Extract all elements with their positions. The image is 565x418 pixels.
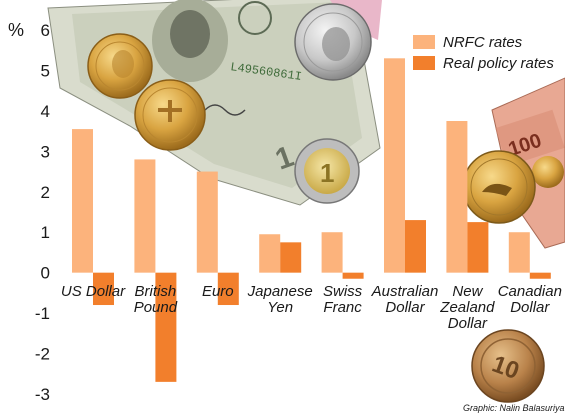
legend-swatch-real-policy <box>413 56 435 70</box>
category-label: Yen <box>267 299 293 316</box>
bar-real-policy <box>529 272 551 279</box>
category-label: British <box>135 283 177 300</box>
bar-nrfc <box>384 58 405 273</box>
category-label: Swiss <box>323 283 363 300</box>
category-label: Zealand <box>439 299 495 316</box>
bar-nrfc <box>196 171 218 273</box>
y-tick-label: -3 <box>35 385 50 404</box>
legend: NRFC rates Real policy rates <box>413 34 554 72</box>
legend-swatch-nrfc <box>413 35 435 49</box>
category-label: Dollar <box>510 299 550 316</box>
bar-nrfc <box>446 121 468 273</box>
y-tick-label: 3 <box>41 142 50 161</box>
bar-nrfc <box>72 129 93 273</box>
japanese-yen-coin-icon: 10 <box>471 329 545 403</box>
bar-real-policy <box>155 272 177 382</box>
british-pound-coin-icon <box>294 3 372 81</box>
bar-nrfc <box>259 234 281 273</box>
y-tick-label: -1 <box>35 304 50 323</box>
euro-coin-icon: 1 <box>294 138 360 204</box>
graphic-credit: Graphic: Nalin Balasuriya <box>463 403 565 413</box>
y-unit-label: % <box>8 20 24 40</box>
category-label: Franc <box>323 299 362 316</box>
bar-nrfc <box>508 232 530 273</box>
y-tick-label: -2 <box>35 345 50 364</box>
category-label: Japanese <box>247 283 313 300</box>
bar-real-policy <box>93 272 114 306</box>
category-label: Australian <box>371 283 439 300</box>
gold-coins-icon <box>87 33 206 151</box>
y-tick-label: 0 <box>41 264 50 283</box>
category-label: Canadian <box>498 283 562 300</box>
category-label: US Dollar <box>61 283 126 300</box>
canadian-dollar-coin-icon <box>462 150 536 224</box>
y-tick-label: 2 <box>41 183 50 202</box>
y-tick-label: 5 <box>41 61 50 80</box>
y-axis: % 6 5 4 3 2 1 0 -1 -2 -3 <box>8 20 50 404</box>
bar-real-policy <box>217 272 239 306</box>
bar-nrfc <box>134 159 156 273</box>
y-tick-label: 6 <box>41 21 50 40</box>
bar-real-policy <box>467 222 489 273</box>
bar-real-policy <box>405 220 426 273</box>
bars-layer <box>72 58 551 382</box>
bar-real-policy <box>280 242 302 273</box>
bar-real-policy <box>342 272 364 279</box>
category-label: Dollar <box>448 315 488 332</box>
y-tick-label: 1 <box>41 223 50 242</box>
y-tick-label: 4 <box>41 102 50 121</box>
category-label: New <box>452 283 483 300</box>
legend-label-nrfc: NRFC rates <box>443 34 523 51</box>
bar-nrfc <box>321 232 343 273</box>
category-label: Pound <box>134 299 178 316</box>
category-label: Euro <box>202 283 234 300</box>
legend-label-real-policy: Real policy rates <box>443 55 554 72</box>
svg-text:1: 1 <box>320 158 334 188</box>
category-label: Dollar <box>385 299 425 316</box>
